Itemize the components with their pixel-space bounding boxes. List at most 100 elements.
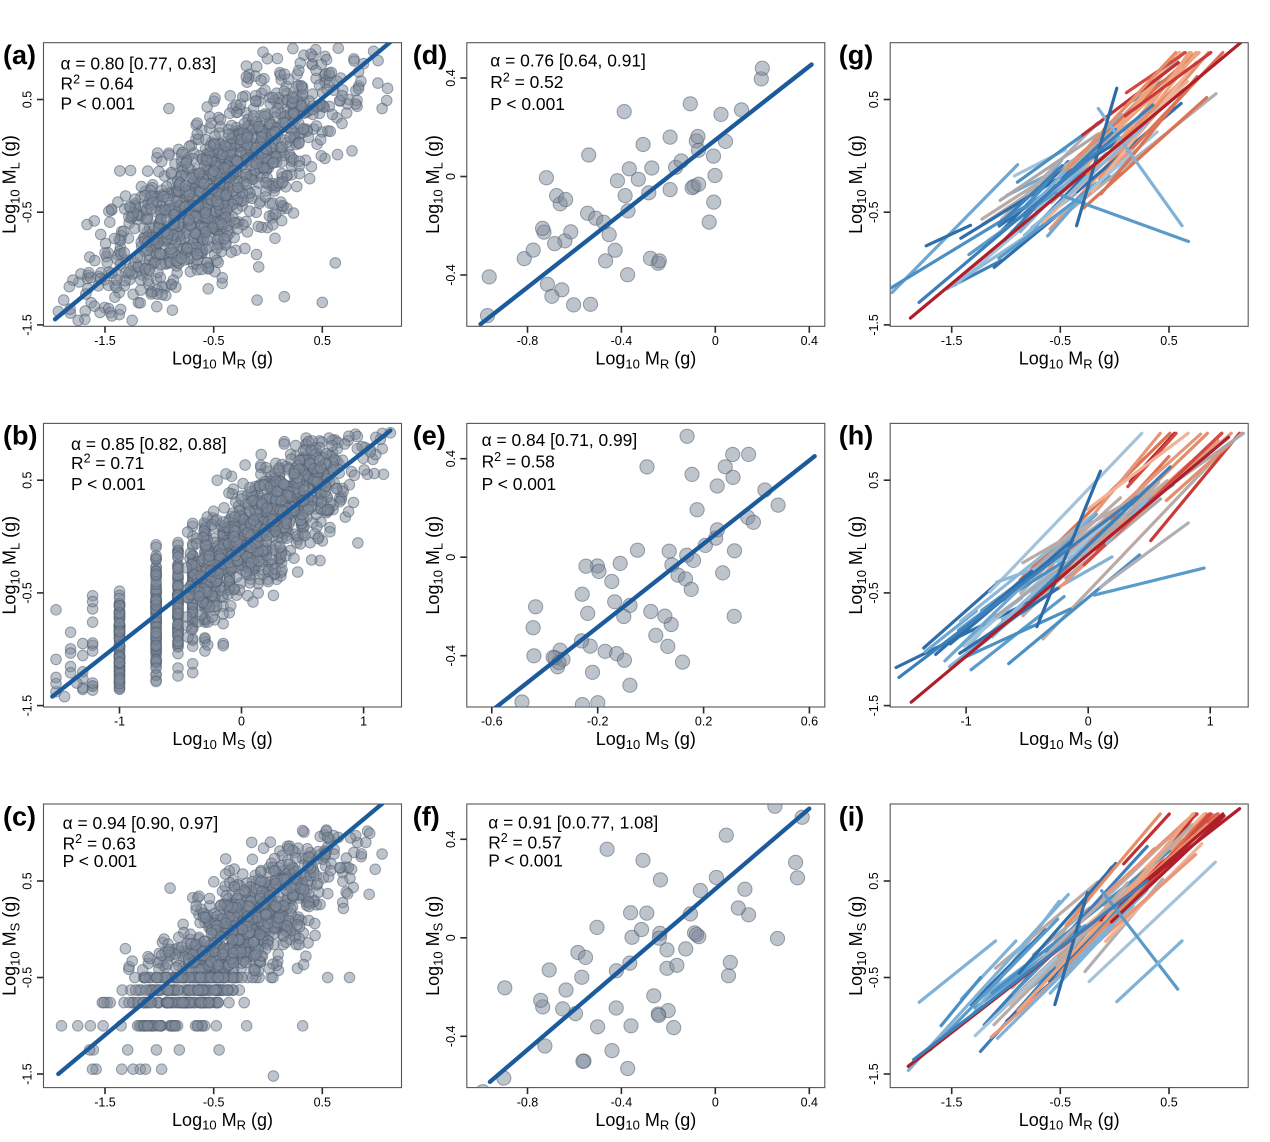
svg-text:P < 0.001: P < 0.001 <box>61 93 136 113</box>
svg-text:(b): (b) <box>3 421 37 451</box>
svg-text:Log10 MS (g): Log10 MS (g) <box>0 896 22 996</box>
svg-text:-1: -1 <box>114 715 125 729</box>
svg-text:0: 0 <box>1085 715 1092 729</box>
svg-text:-1.5: -1.5 <box>867 1063 881 1085</box>
svg-text:α = 0.80 [0.77, 0.83]: α = 0.80 [0.77, 0.83] <box>61 54 217 74</box>
svg-text:0.5: 0.5 <box>21 872 35 889</box>
svg-text:P < 0.001: P < 0.001 <box>71 474 146 494</box>
svg-text:-1.5: -1.5 <box>941 334 963 348</box>
svg-text:-0.8: -0.8 <box>517 334 539 348</box>
svg-text:-0.5: -0.5 <box>21 201 35 223</box>
svg-text:Log10 MR (g): Log10 MR (g) <box>1019 1110 1120 1133</box>
svg-text:Log10 ML (g): Log10 ML (g) <box>0 135 22 234</box>
svg-text:P < 0.001: P < 0.001 <box>482 474 557 494</box>
svg-text:α = 0.94 [0.90, 0.97]: α = 0.94 [0.90, 0.97] <box>63 813 219 833</box>
svg-text:-0.2: -0.2 <box>587 715 609 729</box>
svg-text:(e): (e) <box>413 421 446 451</box>
svg-text:Log10 MS (g): Log10 MS (g) <box>596 729 696 752</box>
svg-text:Log10 MS (g): Log10 MS (g) <box>172 729 272 752</box>
svg-text:Log10 ML (g): Log10 ML (g) <box>0 516 22 615</box>
svg-text:-0.4: -0.4 <box>444 645 458 667</box>
svg-text:-0.5: -0.5 <box>1050 1095 1072 1109</box>
svg-text:-0.4: -0.4 <box>444 264 458 286</box>
svg-text:0: 0 <box>444 934 458 941</box>
svg-text:R2 = 0.71: R2 = 0.71 <box>71 452 144 473</box>
svg-text:(a): (a) <box>3 40 36 70</box>
svg-text:0.5: 0.5 <box>21 91 35 108</box>
svg-text:0.6: 0.6 <box>801 715 818 729</box>
svg-text:0.4: 0.4 <box>444 831 458 848</box>
svg-text:0.5: 0.5 <box>867 471 881 488</box>
svg-text:0.2: 0.2 <box>695 715 712 729</box>
svg-text:-1.5: -1.5 <box>941 1095 963 1109</box>
svg-text:0.5: 0.5 <box>1160 334 1177 348</box>
svg-text:-0.5: -0.5 <box>21 967 35 989</box>
svg-text:Log10 MR (g): Log10 MR (g) <box>595 1110 696 1133</box>
svg-text:α = 0.76 [0.64, 0.91]: α = 0.76 [0.64, 0.91] <box>490 50 646 70</box>
svg-text:Log10 MR (g): Log10 MR (g) <box>595 349 696 372</box>
svg-text:α = 0.84 [0.71, 0.99]: α = 0.84 [0.71, 0.99] <box>482 430 638 450</box>
svg-text:R2 = 0.64: R2 = 0.64 <box>61 72 135 93</box>
svg-text:-1.5: -1.5 <box>867 314 881 336</box>
svg-text:(i): (i) <box>839 801 864 831</box>
svg-text:-0.4: -0.4 <box>611 1095 633 1109</box>
svg-text:α = 0.85 [0.82, 0.88]: α = 0.85 [0.82, 0.88] <box>71 434 227 454</box>
svg-text:(c): (c) <box>3 801 36 831</box>
svg-text:0.5: 0.5 <box>314 1095 331 1109</box>
svg-text:0.4: 0.4 <box>801 1095 818 1109</box>
svg-text:0.5: 0.5 <box>1160 1095 1177 1109</box>
svg-text:Log10 MS (g): Log10 MS (g) <box>423 896 446 996</box>
svg-text:-1.5: -1.5 <box>94 1095 116 1109</box>
svg-text:Log10 ML (g): Log10 ML (g) <box>846 135 869 234</box>
svg-text:P < 0.001: P < 0.001 <box>490 94 565 114</box>
svg-text:Log10 MR (g): Log10 MR (g) <box>1019 349 1120 372</box>
svg-text:0.5: 0.5 <box>314 334 331 348</box>
svg-text:α = 0.91 [0.0.77, 1.08]: α = 0.91 [0.0.77, 1.08] <box>488 813 658 833</box>
svg-text:0.4: 0.4 <box>801 334 818 348</box>
svg-text:0: 0 <box>444 173 458 180</box>
svg-text:0.5: 0.5 <box>867 91 881 108</box>
svg-text:Log10 ML (g): Log10 ML (g) <box>846 516 869 615</box>
svg-text:Log10 MR (g): Log10 MR (g) <box>172 349 273 372</box>
svg-text:Log10 MS (g): Log10 MS (g) <box>846 896 869 996</box>
svg-text:0: 0 <box>444 554 458 561</box>
svg-text:(g): (g) <box>839 40 873 70</box>
svg-text:P < 0.001: P < 0.001 <box>63 851 138 871</box>
svg-text:0: 0 <box>712 1095 719 1109</box>
svg-text:0.4: 0.4 <box>444 450 458 467</box>
svg-text:0: 0 <box>238 715 245 729</box>
svg-text:0: 0 <box>712 334 719 348</box>
svg-text:-0.6: -0.6 <box>481 715 503 729</box>
svg-text:Log10 MS (g): Log10 MS (g) <box>1019 729 1119 752</box>
svg-text:-0.4: -0.4 <box>444 1025 458 1047</box>
svg-text:R2 = 0.58: R2 = 0.58 <box>482 450 555 471</box>
svg-text:0.5: 0.5 <box>867 872 881 889</box>
svg-text:-1.5: -1.5 <box>21 314 35 336</box>
svg-text:Log10 MR (g): Log10 MR (g) <box>172 1110 273 1133</box>
svg-text:0.4: 0.4 <box>444 69 458 86</box>
svg-text:(d): (d) <box>413 40 447 70</box>
svg-text:0.5: 0.5 <box>21 471 35 488</box>
svg-text:-1.5: -1.5 <box>867 695 881 717</box>
svg-text:(f): (f) <box>413 801 440 831</box>
svg-text:(h): (h) <box>839 421 873 451</box>
svg-text:-0.5: -0.5 <box>1050 334 1072 348</box>
svg-text:-1.5: -1.5 <box>94 334 116 348</box>
svg-text:-0.5: -0.5 <box>867 582 881 604</box>
svg-text:-0.5: -0.5 <box>867 201 881 223</box>
svg-text:P < 0.001: P < 0.001 <box>488 851 563 871</box>
svg-text:-0.5: -0.5 <box>21 582 35 604</box>
svg-text:-0.5: -0.5 <box>867 967 881 989</box>
svg-text:Log10 ML (g): Log10 ML (g) <box>423 516 446 615</box>
svg-text:-0.5: -0.5 <box>203 1095 225 1109</box>
svg-text:-1.5: -1.5 <box>21 695 35 717</box>
svg-text:-1.5: -1.5 <box>21 1063 35 1085</box>
svg-text:-0.5: -0.5 <box>203 334 225 348</box>
svg-text:R2 = 0.57: R2 = 0.57 <box>488 831 561 852</box>
svg-text:R2 = 0.52: R2 = 0.52 <box>490 71 563 92</box>
svg-text:1: 1 <box>1207 715 1214 729</box>
svg-text:Log10 ML (g): Log10 ML (g) <box>423 135 446 234</box>
svg-text:-0.4: -0.4 <box>611 334 633 348</box>
svg-text:-0.8: -0.8 <box>517 1095 539 1109</box>
svg-text:1: 1 <box>360 715 367 729</box>
